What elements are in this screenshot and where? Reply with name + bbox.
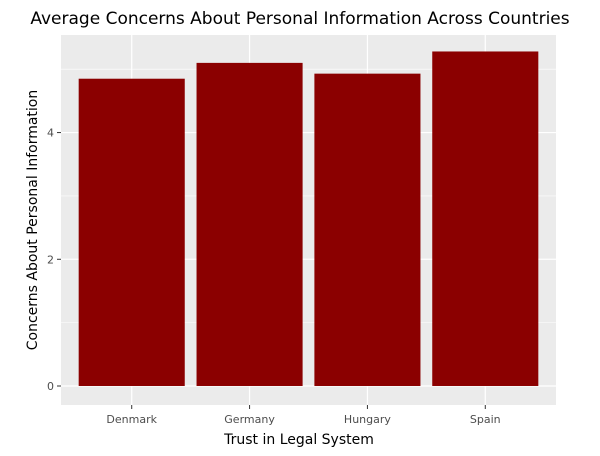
- y-axis: 0 2 4: [47, 127, 61, 393]
- x-tick-label: Germany: [224, 413, 275, 426]
- x-tick-label: Hungary: [344, 413, 391, 426]
- bar-denmark: [78, 78, 185, 386]
- bar-germany: [196, 62, 303, 386]
- bar-spain: [432, 51, 539, 386]
- y-tick-label: 2: [47, 253, 54, 266]
- bar-hungary: [314, 73, 421, 386]
- y-axis-label: Concerns About Personal Information: [25, 90, 41, 351]
- chart-title: Average Concerns About Personal Informat…: [30, 9, 569, 29]
- y-tick-label: 0: [47, 380, 54, 393]
- x-axis: Denmark Germany Hungary Spain: [106, 405, 501, 426]
- x-axis-label: Trust in Legal System: [223, 432, 374, 448]
- x-tick-label: Denmark: [106, 413, 157, 426]
- bars: [78, 51, 539, 386]
- y-tick-label: 4: [47, 127, 54, 140]
- x-tick-label: Spain: [470, 413, 501, 426]
